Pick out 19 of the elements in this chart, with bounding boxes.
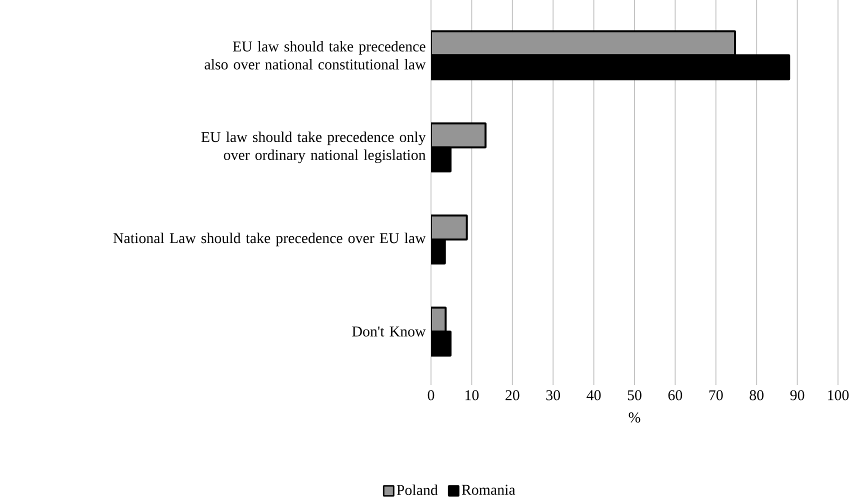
y-tick-label: EU law should take precedence also over national constitutional law xyxy=(204,41,426,70)
x-tick-label: 20 xyxy=(506,390,520,400)
x-tick-label: 60 xyxy=(668,390,682,400)
y-tick-label: Don't Know xyxy=(352,326,426,337)
y-tick-label: National Law should take precedence over EU law xyxy=(113,232,426,246)
x-tick-label: 0 xyxy=(428,390,434,400)
x-axis-title: % xyxy=(628,412,640,423)
x-tick-label: 80 xyxy=(750,390,764,400)
legend-label: Poland xyxy=(396,484,438,496)
x-tick-label: 30 xyxy=(546,390,560,400)
x-tick-label: 40 xyxy=(586,390,601,400)
x-tick-label: 10 xyxy=(466,390,479,400)
x-tick-label: 90 xyxy=(790,390,804,400)
x-tick-label: 70 xyxy=(709,390,723,400)
y-tick-label: EU law should take precedence only over ordinary national legislation xyxy=(201,132,426,164)
legend-label: Romania xyxy=(462,484,516,495)
bar xyxy=(431,30,736,56)
x-tick-label: 100 xyxy=(828,390,849,400)
x-tick-label: 50 xyxy=(628,390,642,400)
